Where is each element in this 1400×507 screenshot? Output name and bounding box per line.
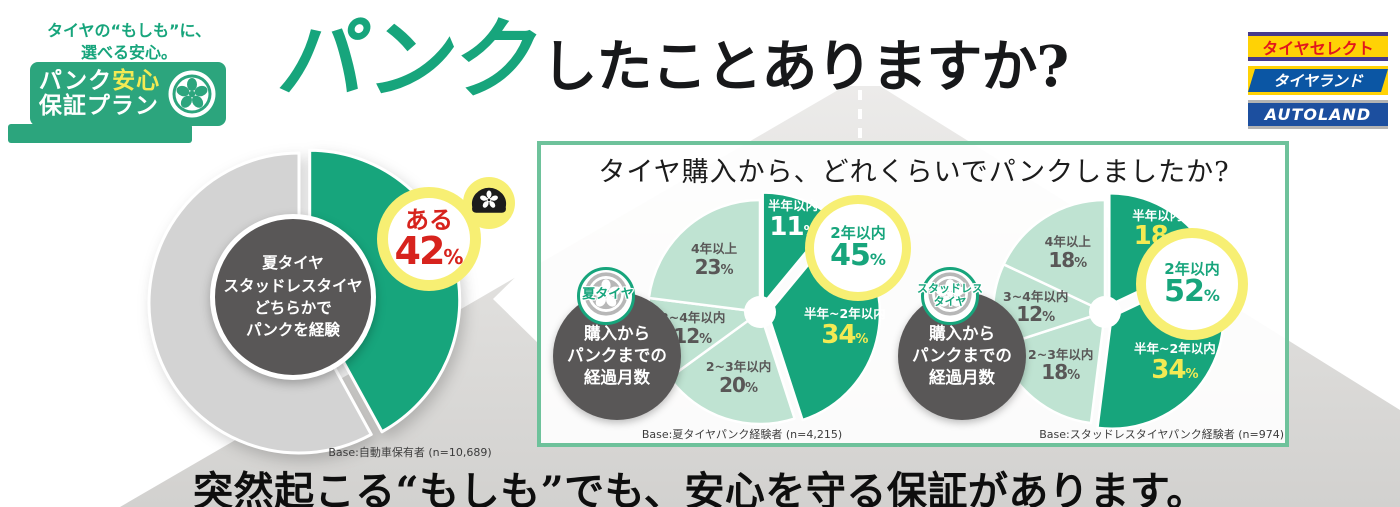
page-title-accent: パンク (272, 8, 547, 111)
donut-center-line4: パンクを経験 (246, 321, 340, 340)
studless-tire-badge (921, 267, 979, 325)
summer-tire-badge (577, 267, 635, 325)
donut-center-line3: どちらかで (254, 299, 332, 317)
summer-callout-label: 2年以内 (830, 223, 886, 242)
studless-tire-badge-label: スタッドレス タイヤ (917, 282, 983, 308)
gray-wheel-icon (583, 271, 629, 321)
pie-slice-4年以上 (1002, 198, 1107, 314)
donut-center-line2: スタッドレスタイヤ (223, 276, 363, 295)
flat-tire-icon (470, 182, 508, 224)
plan-logo-badge: パンク安心 保証プラン (30, 62, 226, 126)
studless-months-line3: 経過月数 (929, 367, 995, 387)
studless-callout-label: 2年以内 (1164, 259, 1220, 278)
donut-callout-value: 42% (394, 229, 464, 273)
logo-autoland: AUTOLAND (1248, 100, 1388, 129)
wheel-icon (167, 69, 217, 119)
page-title: パンク したことありますか? (273, 8, 1069, 111)
page-title-rest: したことありますか? (541, 34, 1069, 101)
donut-callout-label: ある (405, 206, 453, 234)
studless-callout-value: 52% (1164, 273, 1220, 309)
panel-question: タイヤ購入から、どれくらいでパンクしましたか? (598, 157, 1230, 188)
flat-tire-bubble (463, 177, 515, 229)
logo-tire-select: タイヤセレクト (1248, 32, 1388, 61)
studless-pie-callout: 2年以内 52% (1136, 228, 1248, 340)
logo-tire-land-band: タイヤランド (1248, 69, 1388, 92)
summer-callout-value: 45% (830, 237, 886, 273)
plan-badge-word2: 安心 (112, 67, 161, 94)
studless-months-line2: パンクまでの (912, 346, 1012, 366)
studless-months-line1: 購入から (929, 324, 995, 344)
footer-headline: 突然起こる“もしも”でも、安心を守る保証があります。 (193, 468, 1207, 507)
donut-center-line1: 夏タイヤ (262, 254, 324, 273)
plan-tagline-line2: 選べる安心。 (80, 43, 177, 63)
plan-badge-word1: パンク (38, 67, 113, 94)
gray-wheel-icon (927, 271, 973, 321)
summer-months-line1: 購入から (584, 324, 650, 344)
logo-tire-land: タイヤランド (1248, 66, 1388, 95)
summer-tire-badge-label: 夏タイヤ (582, 287, 634, 302)
pie-slice-2~3年以内 (668, 310, 796, 426)
summer-pie-callout: 2年以内 45% (805, 195, 911, 301)
plan-tagline-line1: タイヤの“もしも”に、 (46, 21, 212, 40)
summer-months-line2: パンクまでの (567, 346, 667, 366)
donut-center-label: 夏タイヤ スタッドレスタイヤ どちらかで パンクを経験 (210, 214, 376, 380)
studless-base-note: Base:スタッドレスタイヤパンク経験者 (n=974) (1039, 428, 1284, 441)
donut-base-note: Base:自動車保有者 (n=10,689) (328, 446, 492, 459)
partner-logos: タイヤセレクト タイヤランド AUTOLAND (1248, 32, 1388, 129)
plan-tagline: タイヤの“もしも”に、 選べる安心。 (20, 20, 238, 65)
plan-badge-text: パンク安心 保証プラン (38, 67, 161, 120)
donut-callout-bubble: ある 42% (377, 187, 481, 291)
plan-badge-line2: 保証プラン (38, 93, 159, 119)
road-center-dashed-line (858, 90, 862, 144)
summer-base-note: Base:夏タイヤパンク経験者 (n=4,215) (641, 428, 843, 441)
pie-slice-4年以上 (647, 198, 762, 314)
summer-months-line3: 経過月数 (584, 367, 650, 387)
plan-badge-shadow (8, 124, 192, 143)
